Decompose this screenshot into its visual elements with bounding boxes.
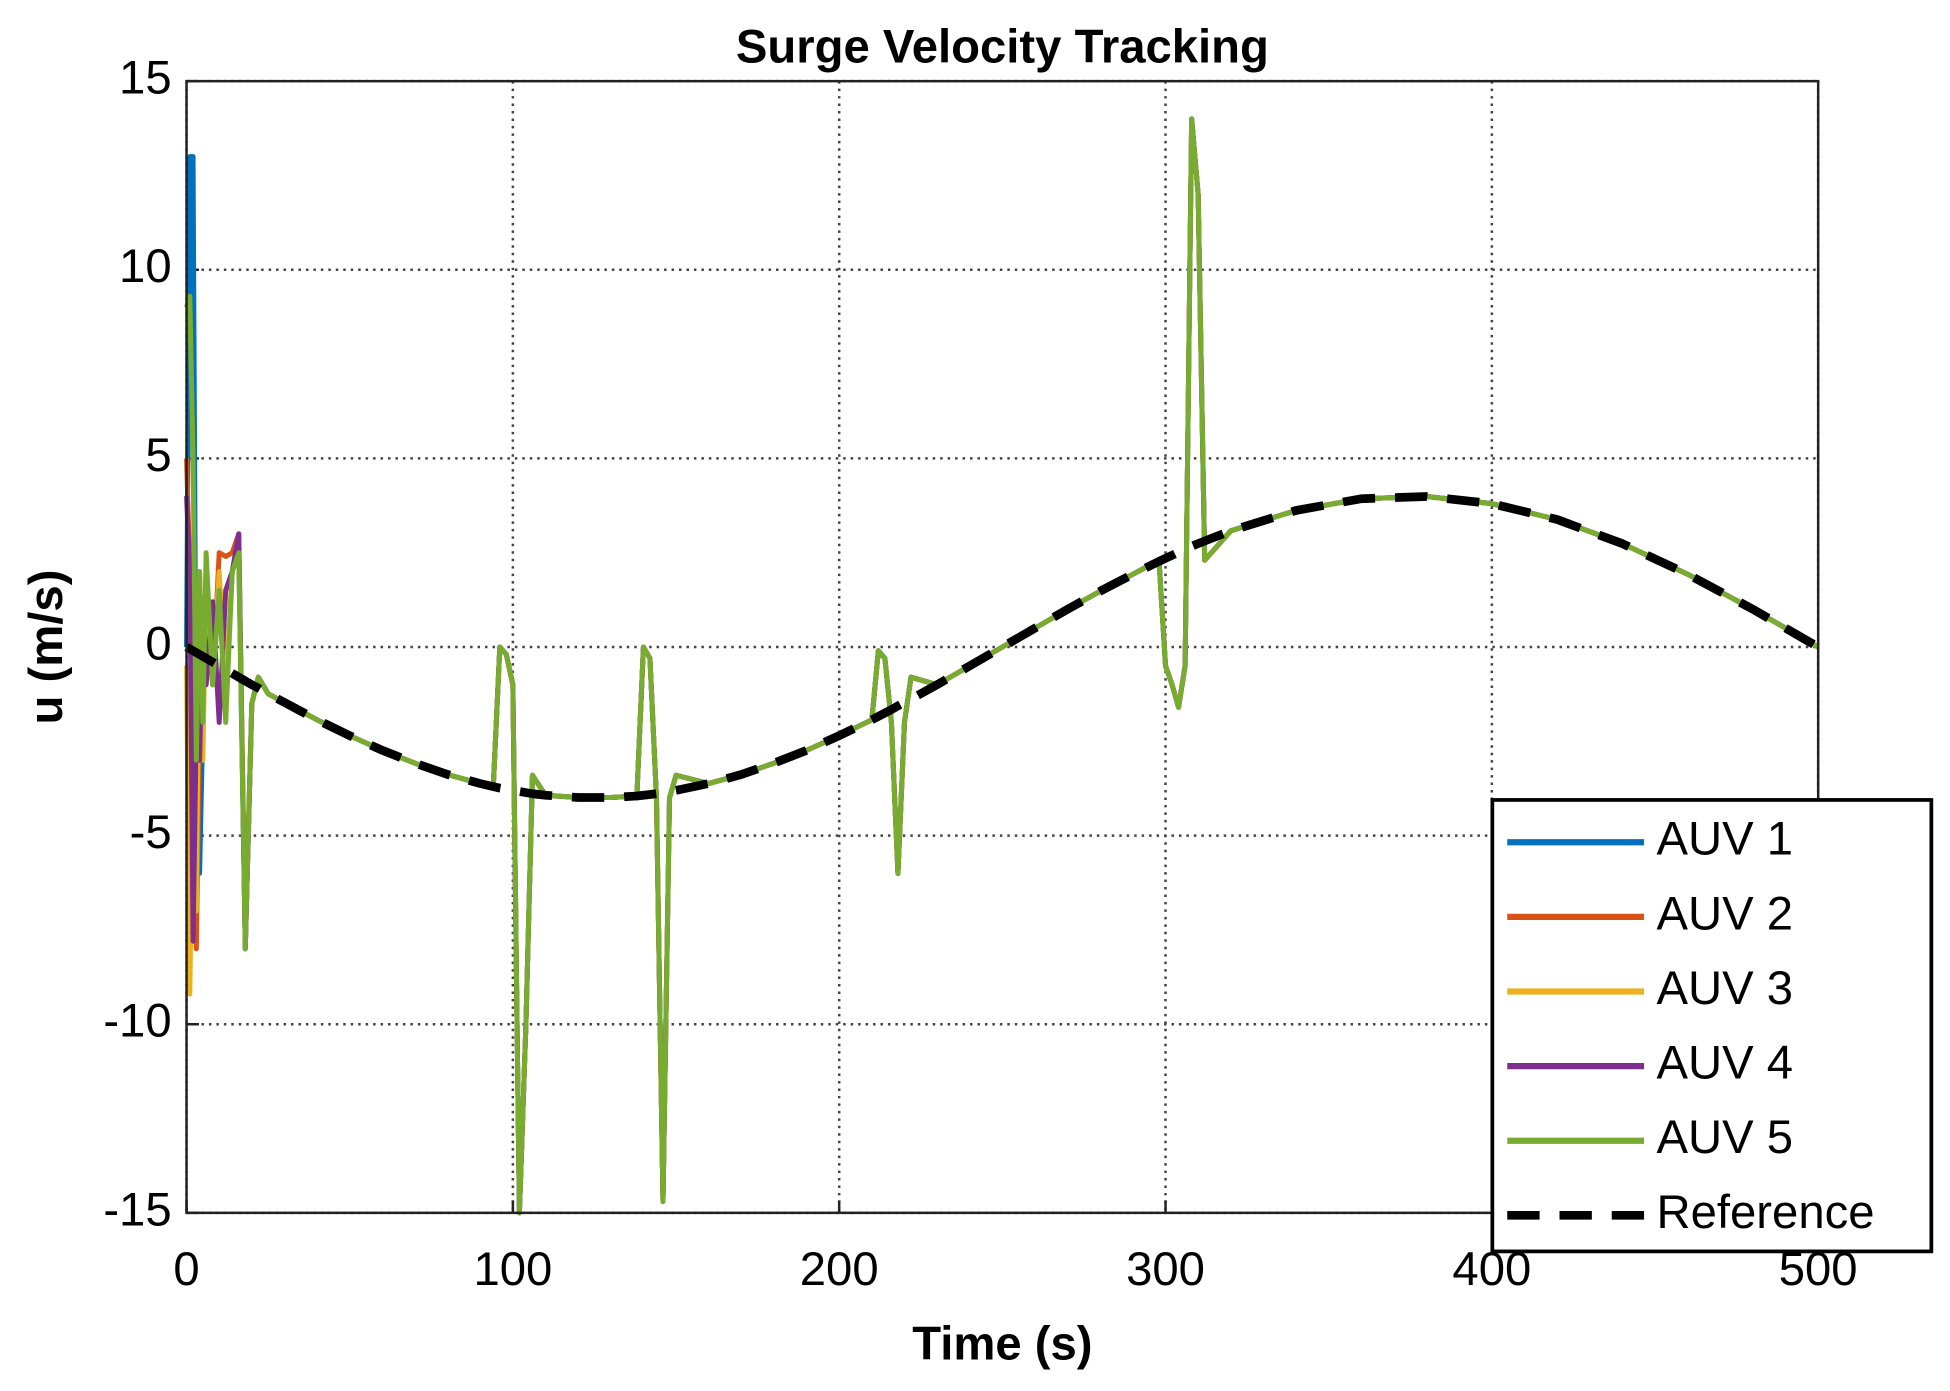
legend-label: AUV 2 [1657, 887, 1794, 940]
legend-label: AUV 5 [1657, 1111, 1794, 1164]
legend: AUV 1 AUV 2 AUV 3 AUV 4 AUV 5 Reference [1490, 798, 1934, 1254]
legend-label: AUV 3 [1657, 962, 1794, 1015]
x-axis-label: Time (s) [912, 1318, 1092, 1371]
x-tick-label: 0 [173, 1243, 199, 1296]
y-tick-label: -10 [103, 995, 171, 1048]
x-tick-label: 100 [473, 1243, 552, 1296]
legend-label: AUV 1 [1657, 813, 1794, 866]
y-tick-label: 10 [119, 240, 172, 293]
y-tick-label: -5 [130, 806, 172, 859]
legend-box [1490, 798, 1934, 1254]
series-line [184, 492, 1821, 802]
y-tick-label: 15 [119, 52, 172, 105]
x-tick-label: 200 [800, 1243, 879, 1296]
y-tick-label: -15 [103, 1183, 171, 1236]
y-tick-label: 0 [145, 617, 171, 670]
chart-title: Surge Velocity Tracking [736, 21, 1269, 74]
series-line [184, 116, 1820, 1216]
y-axis-label: u (m/s) [20, 570, 73, 725]
axes-box [185, 79, 1820, 1215]
legend-label: Reference [1657, 1186, 1875, 1239]
y-tick-label: 5 [145, 429, 171, 482]
legend-label: AUV 4 [1657, 1037, 1794, 1090]
x-tick-label: 300 [1126, 1243, 1205, 1296]
